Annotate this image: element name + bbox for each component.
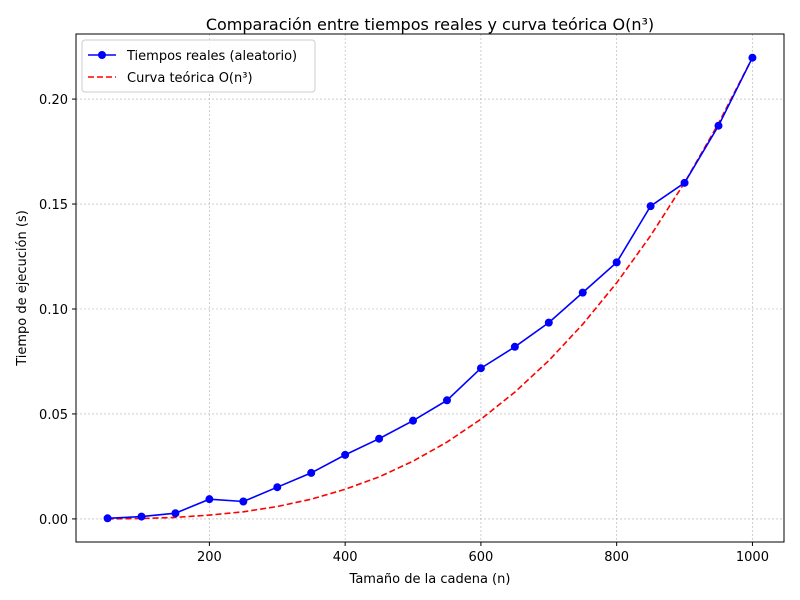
data-point (714, 121, 723, 130)
data-point (612, 258, 621, 267)
legend-label-real: Tiempos reales (aleatorio) (126, 49, 297, 64)
series-line-1 (107, 57, 754, 520)
legend: Tiempos reales (aleatorio) Curva teórica… (81, 39, 316, 93)
data-point (476, 364, 485, 373)
data-point (273, 483, 282, 492)
x-tick-label: 600 (468, 550, 493, 565)
data-point (646, 202, 655, 211)
chart-title: Comparación entre tiempos reales y curva… (206, 15, 654, 34)
x-tick-label: 1000 (736, 550, 769, 565)
data-point (307, 468, 316, 477)
y-tick-label: 0.00 (39, 513, 68, 528)
y-axis: 0.00 0.05 0.10 0.15 0.20 (39, 93, 76, 528)
data-point (510, 342, 519, 351)
x-axis-label: Tamaño de la cadena (n) (349, 572, 511, 587)
x-tick-label: 800 (604, 550, 629, 565)
series-layer (103, 53, 757, 523)
data-point (137, 512, 146, 521)
data-point (442, 396, 451, 405)
data-point (578, 288, 587, 297)
data-point (375, 434, 384, 443)
data-point (239, 497, 248, 506)
y-axis-label: Tiempo de ejecución (s) (15, 210, 30, 367)
x-axis: 200 400 600 800 1000 (197, 542, 769, 565)
data-point (171, 509, 180, 518)
series-line-0 (107, 57, 754, 520)
data-point (748, 53, 757, 62)
grid (76, 34, 784, 542)
legend-label-theoretical: Curva teórica O(n³) (127, 71, 253, 86)
data-point (205, 495, 214, 504)
y-tick-label: 0.15 (39, 198, 68, 213)
data-point (544, 318, 553, 327)
x-tick-label: 200 (197, 550, 222, 565)
data-point (680, 178, 689, 187)
data-point (103, 514, 112, 523)
plot-frame (75, 33, 785, 543)
data-point (341, 450, 350, 459)
x-tick-label: 400 (333, 550, 358, 565)
y-tick-label: 0.10 (39, 303, 68, 318)
y-tick-label: 0.20 (39, 93, 68, 108)
legend-box (81, 39, 316, 93)
legend-marker-real (98, 51, 106, 59)
data-point (409, 416, 418, 425)
y-tick-label: 0.05 (39, 408, 68, 423)
